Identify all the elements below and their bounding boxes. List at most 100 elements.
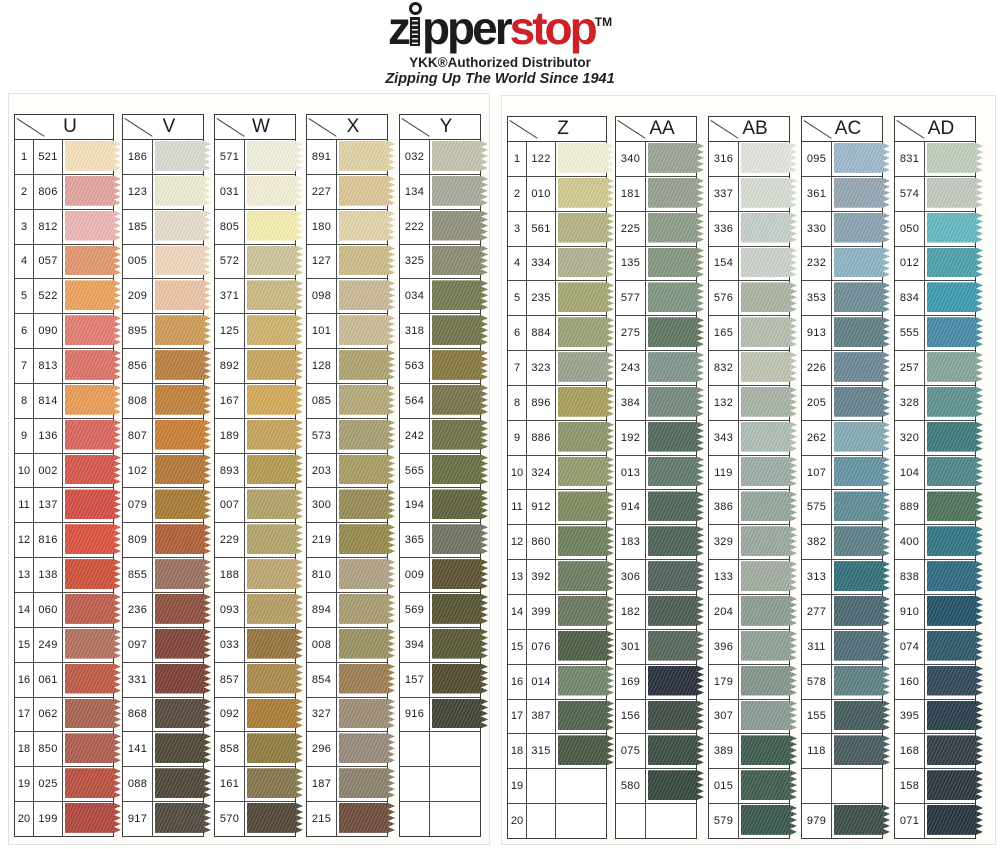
swatch-cell [153,384,203,418]
row-number: 20 [508,804,527,838]
color-code: 075 [616,734,646,769]
color-swatch [339,211,395,241]
color-swatch [155,489,211,519]
table-row: 394 [400,626,480,662]
table-row: 032 [400,140,480,174]
table-row: 325 [400,243,480,279]
table-row: 050 [895,210,975,246]
swatch-cell [63,558,113,592]
table-row: 19 [508,768,606,804]
table-row: 913 [802,315,882,351]
color-swatch [741,526,797,556]
swatch-cell [245,488,295,522]
color-code: 387 [527,699,556,734]
swatch-cell [245,628,295,662]
column-letter: U [63,116,77,137]
swatch-cell [832,421,882,455]
table-row: 316 [709,142,789,176]
table-row: 189 [215,417,295,453]
swatch-cell [63,698,113,732]
color-code: 160 [895,664,925,699]
color-code: 215 [307,802,337,836]
color-code: 194 [400,488,430,523]
column-AD: AD 831 574 050 012 834 555 257 328 320 104 889 400 83… [894,116,976,839]
color-swatch [247,664,303,694]
table-row: 107 [802,454,882,490]
color-swatch [65,524,121,554]
tagline: Zipping Up The World Since 1941 [385,71,615,88]
color-swatch [65,280,121,310]
column-rows: 186 123 185 005 209 895 856 808 807 102 079 809 855 2… [122,140,204,837]
color-code: 854 [307,662,337,697]
color-code: 561 [527,211,556,246]
column-letter: X [346,116,360,137]
color-swatch [741,282,797,312]
table-row [400,801,480,836]
color-swatch [741,352,797,382]
column-header-V: V [122,114,204,140]
row-number: 13 [15,558,34,592]
swatch-cell [925,177,975,211]
color-swatch [339,489,395,519]
swatch-cell [925,769,975,803]
column-header-X: X [306,114,388,140]
swatch-cell [63,488,113,522]
row-number: 10 [15,453,34,488]
swatch-cell [832,351,882,385]
swatch-cell [337,454,387,488]
swatch-cell [739,281,789,315]
swatch-cell [153,628,203,662]
table-row: 101 [307,313,387,349]
color-swatch [339,420,395,450]
table-row: 225 [616,210,696,246]
table-row: 809 [123,522,203,558]
swatch-cell [832,630,882,664]
row-number: 14 [508,594,527,629]
color-swatch [558,422,614,452]
swatch-cell [430,384,480,418]
swatch-cell [739,142,789,176]
table-row: 8 814 [15,382,113,418]
color-code: 575 [802,490,832,525]
swatch-cell [153,314,203,348]
table-row: 328 [895,384,975,420]
table-row: 181 [616,175,696,211]
swatch-cell [925,734,975,768]
color-code: 914 [616,490,646,525]
color-code: 805 [215,209,245,244]
color-swatch [741,805,797,835]
color-swatch [741,457,797,487]
color-code [802,769,832,804]
table-row: 182 [616,593,696,629]
row-number: 2 [508,176,527,211]
table-row: 856 [123,348,203,383]
color-swatch [155,559,211,589]
row-number: 10 [508,455,527,490]
color-code: 807 [123,418,153,453]
swatch-cell [430,210,480,244]
swatch-cell [739,560,789,594]
color-code: 204 [709,594,739,629]
color-code: 095 [802,142,832,176]
row-number: 7 [15,349,34,383]
color-code: 180 [307,209,337,244]
color-code: 521 [34,140,63,174]
color-code: 571 [215,140,245,174]
color-swatch [247,176,303,206]
swatch-cell [739,316,789,350]
column-Y: Y 032 134 222 325 034 318 563 564 242 565 194 365 009… [399,114,481,837]
color-swatch [155,455,211,485]
swatch-cell [556,769,606,803]
color-code: 031 [215,174,245,209]
color-swatch [834,457,890,487]
color-swatch [65,211,121,241]
color-swatch [741,770,797,800]
swatch-cell [153,210,203,244]
table-row: 9 886 [508,419,606,455]
swatch-cell [337,732,387,766]
color-swatch [927,596,983,626]
color-swatch [834,248,890,278]
color-code: 222 [400,209,430,244]
color-code: 013 [616,455,646,490]
table-row: 17 387 [508,698,606,734]
